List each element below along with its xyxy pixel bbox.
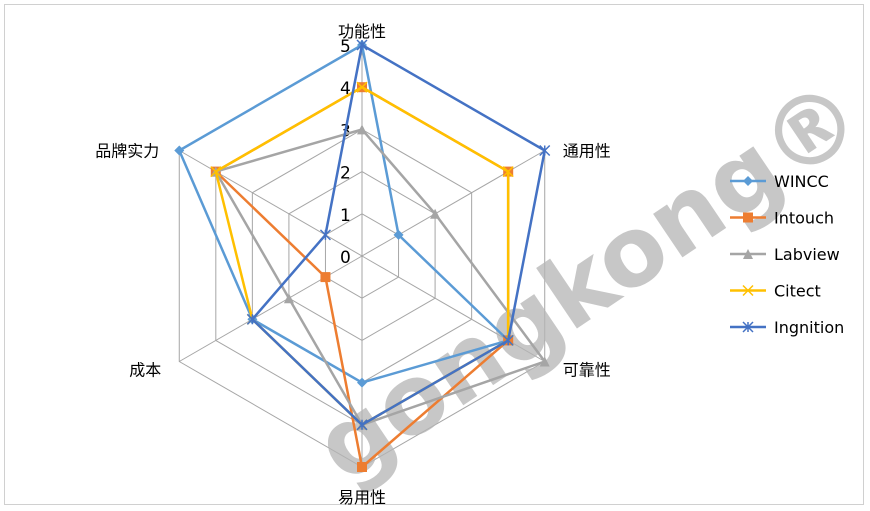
axis-label: 通用性 <box>563 142 611 161</box>
data-point <box>283 293 294 304</box>
data-point <box>539 144 551 157</box>
data-point <box>356 419 368 431</box>
legend-label: Citect <box>774 282 821 301</box>
tick-label: 1 <box>340 206 351 226</box>
legend-label: WINCC <box>774 172 829 191</box>
tick-label: 5 <box>340 37 351 57</box>
data-point <box>502 166 514 178</box>
data-point <box>742 321 754 333</box>
data-point <box>393 229 404 240</box>
data-point <box>502 334 514 346</box>
data-point <box>320 272 331 283</box>
data-point <box>743 176 753 186</box>
tick-label: 0 <box>340 248 351 268</box>
data-point <box>357 377 367 388</box>
data-point <box>357 124 367 135</box>
axis-label: 成本 <box>129 361 161 380</box>
axis-label: 易用性 <box>338 488 386 507</box>
legend-label: Intouch <box>774 209 834 228</box>
data-point <box>539 356 550 367</box>
data-point <box>743 249 753 259</box>
axis-label: 可靠性 <box>563 361 611 380</box>
data-point <box>743 212 753 223</box>
axis-label: 品牌实力 <box>95 142 159 161</box>
data-point <box>319 229 331 241</box>
data-point <box>174 145 185 156</box>
tick-label: 4 <box>340 79 351 99</box>
axis-label: 功能性 <box>338 22 386 41</box>
data-point <box>742 284 754 297</box>
legend-label: Labview <box>774 245 840 264</box>
legend-label: Ingnition <box>774 318 844 337</box>
data-point <box>246 313 258 325</box>
data-point <box>356 81 368 93</box>
data-point <box>356 39 368 51</box>
data-point <box>357 462 367 472</box>
data-point <box>210 166 222 178</box>
tick-label: 2 <box>340 164 351 184</box>
data-point <box>430 208 441 219</box>
